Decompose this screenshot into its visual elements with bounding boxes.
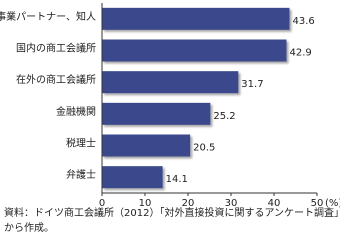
- axis-unit: (%): [325, 198, 340, 209]
- x-tick-label: 0: [99, 198, 105, 209]
- x-tick-label: 10: [139, 198, 152, 209]
- chart: 資料：ドイツ商工会議所（2012）「対外直接投資に関するアンケート調査」 から作…: [0, 3, 340, 234]
- bar: [102, 134, 191, 157]
- value-label: 14.1: [166, 174, 188, 185]
- value-label: 31.7: [241, 79, 263, 90]
- x-tick-label: 20: [182, 198, 195, 209]
- bar: [102, 102, 211, 125]
- x-tick-label: 40: [268, 198, 281, 209]
- category-label: 弁護士: [66, 168, 96, 181]
- value-label: 42.9: [289, 48, 311, 59]
- category-label: 事業パートナー、知人: [0, 10, 96, 23]
- x-tick-label: 30: [225, 198, 238, 209]
- source-note: 資料：ドイツ商工会議所（2012）「対外直接投資に関するアンケート調査」: [4, 206, 340, 219]
- x-tick-label: 50: [311, 198, 324, 209]
- bar: [102, 166, 163, 189]
- value-label: 43.6: [292, 16, 314, 27]
- source-note: から作成。: [4, 222, 54, 234]
- bar: [102, 39, 287, 62]
- bar: [102, 7, 290, 30]
- value-label: 20.5: [193, 143, 215, 154]
- value-label: 25.2: [213, 111, 235, 122]
- category-label: 在外の商工会議所: [16, 73, 96, 86]
- bar: [102, 71, 239, 94]
- category-label: 税理士: [66, 137, 96, 150]
- category-label: 金融機関: [56, 105, 96, 118]
- category-label: 国内の商工会議所: [16, 42, 96, 55]
